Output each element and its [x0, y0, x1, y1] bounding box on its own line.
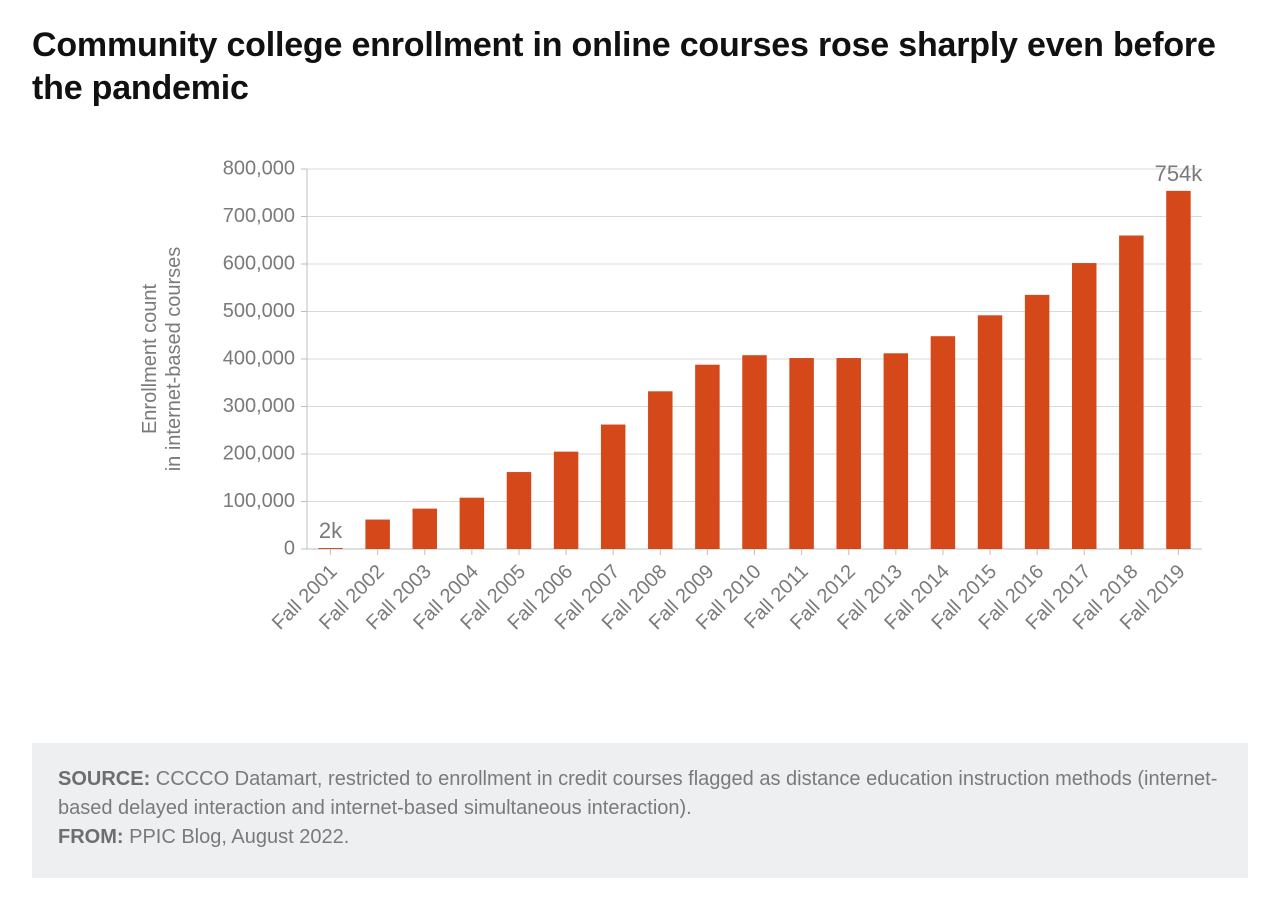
bar — [978, 315, 1002, 549]
bar — [742, 355, 766, 549]
y-tick-label: 500,000 — [223, 300, 295, 322]
source-label: SOURCE: — [58, 768, 150, 790]
source-text: CCCCO Datamart, restricted to enrollment… — [58, 768, 1217, 819]
bar — [554, 452, 578, 549]
bar — [1025, 295, 1049, 549]
bar-chart: 0 100,000 200,000 300,000 400,000 500,000 600,… — [52, 149, 1232, 709]
bar — [931, 336, 955, 549]
y-tick-label: 0 — [284, 537, 295, 559]
bar — [413, 509, 437, 549]
chart-title: Community college enrollment in online c… — [32, 24, 1248, 109]
bar — [318, 548, 342, 549]
chart-svg: 0 100,000 200,000 300,000 400,000 500,000 600,… — [52, 149, 1232, 709]
bar — [1166, 191, 1190, 549]
bar — [601, 425, 625, 549]
bar — [1119, 236, 1143, 550]
bar-data-label: 754k — [1155, 161, 1204, 186]
from-label: FROM: — [58, 826, 124, 848]
source-footer: SOURCE: CCCCO Datamart, restricted to en… — [32, 743, 1248, 878]
bar — [789, 358, 813, 549]
y-tick-label: 300,000 — [223, 395, 295, 417]
bar — [365, 520, 389, 549]
from-text: PPIC Blog, August 2022. — [124, 826, 350, 848]
y-tick-label: 800,000 — [223, 157, 295, 179]
bar — [460, 498, 484, 549]
bar — [507, 472, 531, 549]
y-tick-label: 600,000 — [223, 252, 295, 274]
bar — [1072, 263, 1096, 549]
bar — [695, 365, 719, 549]
y-axis-label: Enrollment countin internet-based course… — [139, 247, 185, 472]
bar-data-label: 2k — [319, 518, 343, 543]
bar — [884, 353, 908, 549]
y-tick-label: 100,000 — [223, 490, 295, 512]
y-tick-label: 700,000 — [223, 205, 295, 227]
bar — [836, 358, 860, 549]
bar — [648, 391, 672, 549]
y-tick-label: 200,000 — [223, 442, 295, 464]
y-tick-label: 400,000 — [223, 347, 295, 369]
